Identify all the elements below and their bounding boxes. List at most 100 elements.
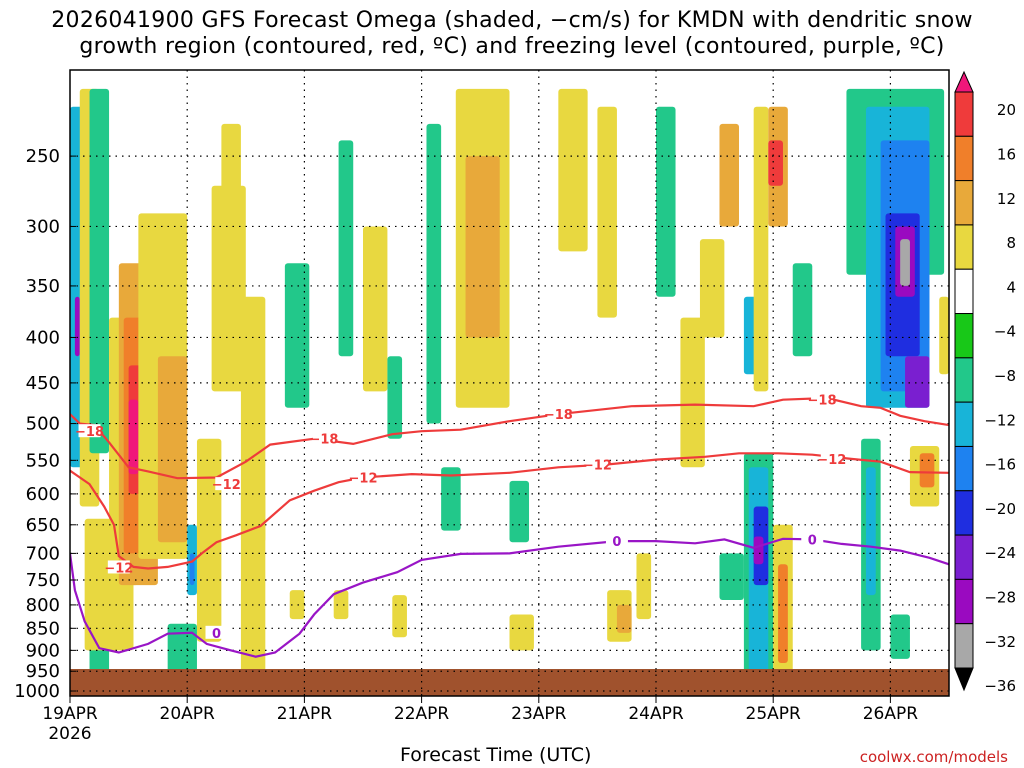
y-axis: 2503003504004505005506006507007508008509… bbox=[14, 146, 76, 702]
y-tick-label: 350 bbox=[26, 276, 60, 297]
colorbar-swatch bbox=[954, 180, 974, 226]
colorbar-label: −32 bbox=[984, 633, 1016, 651]
y-tick-label: 600 bbox=[26, 484, 60, 505]
omega-shade-region bbox=[441, 467, 461, 531]
y-tick-label: 750 bbox=[26, 570, 60, 591]
omega-shade-region bbox=[240, 296, 266, 543]
omega-shade-region bbox=[939, 296, 949, 375]
x-axis: 19APR 20APR 21APR 22APR 23APR 24APR 25APR 26APR… bbox=[42, 696, 918, 744]
colorbar-label: −24 bbox=[984, 544, 1016, 562]
omega-shade-region bbox=[128, 399, 139, 475]
omega-shade-region bbox=[333, 590, 349, 620]
contour-line bbox=[70, 452, 949, 570]
y-tick-label: 450 bbox=[26, 373, 60, 394]
chart-title-line-1: 2026041900 GFS Forecast Omega (shaded, −… bbox=[51, 8, 973, 33]
x-tick-label: 22APR bbox=[394, 704, 450, 724]
y-tick-label: 400 bbox=[26, 327, 60, 348]
contour-label: 0 bbox=[612, 535, 621, 550]
y-tick-label: 900 bbox=[26, 640, 60, 661]
omega-shade-region bbox=[284, 263, 310, 408]
omega-shade-region bbox=[221, 123, 241, 264]
omega-shade-region bbox=[905, 356, 930, 408]
omega-shade-region bbox=[636, 553, 652, 620]
colorbar-label: 20 bbox=[997, 101, 1016, 119]
omega-shade-region bbox=[387, 356, 403, 439]
colorbar-swatch bbox=[954, 534, 974, 580]
omega-shade-region bbox=[680, 317, 705, 468]
omega-shade-region bbox=[240, 493, 266, 676]
contour-label: −18 bbox=[309, 433, 338, 448]
omega-shade-region bbox=[792, 263, 813, 357]
colorbar-label: 16 bbox=[997, 145, 1016, 163]
contour-label-background bbox=[605, 534, 628, 548]
y-tick-label: 1000 bbox=[14, 681, 60, 702]
contour-label-background bbox=[801, 532, 824, 546]
omega-shade-region bbox=[509, 614, 534, 651]
y-tick-label: 850 bbox=[26, 618, 60, 639]
colorbar: 20 16 12 8 4 −4 −8 −12 −16 −20 −24 −28 −32 −36 bbox=[954, 70, 1016, 695]
omega-shade-region bbox=[289, 590, 305, 620]
ground-surface bbox=[70, 669, 949, 696]
colorbar-swatch bbox=[954, 313, 974, 359]
omega-shade-region bbox=[426, 123, 442, 424]
omega-shade-region bbox=[719, 123, 740, 227]
contour-label-background bbox=[352, 470, 374, 484]
chart-title-line-2: growth region (contoured, red, ºC) and f… bbox=[79, 34, 945, 59]
omega-shade-region bbox=[465, 156, 500, 338]
omega-shade-region bbox=[778, 564, 788, 664]
y-tick-label: 500 bbox=[26, 414, 60, 435]
omega-shade-region bbox=[597, 106, 617, 318]
contour-label-background bbox=[205, 625, 228, 639]
y-tick-label: 550 bbox=[26, 450, 60, 471]
omega-shade-region bbox=[167, 623, 197, 676]
colorbar-arrow-top bbox=[954, 70, 974, 93]
colorbar-label: 8 bbox=[1006, 234, 1016, 252]
omega-shade-region bbox=[753, 106, 769, 392]
omega-shade-region bbox=[656, 106, 676, 297]
colorbar-swatch bbox=[954, 91, 974, 137]
colorbar-arrow-bottom bbox=[954, 667, 974, 692]
contour-label: −18 bbox=[544, 408, 573, 423]
contour-label: −12 bbox=[104, 561, 133, 576]
contour-label-background bbox=[107, 560, 130, 574]
y-tick-label: 950 bbox=[26, 661, 60, 682]
contour-label-background bbox=[312, 431, 335, 445]
source-credit[interactable]: coolwx.com/models bbox=[859, 748, 1008, 766]
omega-shade-region bbox=[768, 140, 783, 186]
contour-label: −12 bbox=[349, 471, 378, 486]
omega-shade-region bbox=[558, 88, 588, 252]
colorbar-swatch bbox=[954, 224, 974, 270]
omega-shade-region bbox=[392, 595, 407, 638]
contour-label: 0 bbox=[808, 533, 817, 548]
colorbar-swatch bbox=[954, 490, 974, 536]
contours: −18 −18 −18 −18 −12 −12 −12 −12 −12 0 0 0 bbox=[70, 392, 949, 658]
contour-label-background bbox=[820, 451, 843, 465]
grid-lines bbox=[70, 70, 949, 696]
contour-label: −12 bbox=[817, 453, 846, 468]
colorbar-swatch bbox=[954, 445, 974, 492]
omega-shade-region bbox=[900, 239, 910, 286]
x-tick-label: 26APR bbox=[863, 704, 919, 724]
omega-shade-region bbox=[363, 226, 388, 392]
omega-shade-region bbox=[338, 140, 354, 357]
omega-shade-region bbox=[157, 356, 188, 543]
contour-label: 0 bbox=[212, 627, 221, 642]
colorbar-label: −36 bbox=[984, 677, 1016, 695]
omega-shade-region bbox=[196, 438, 222, 642]
y-tick-label: 800 bbox=[26, 595, 60, 616]
omega-shade-region bbox=[865, 467, 876, 596]
omega-shading bbox=[70, 88, 949, 676]
colorbar-label: −20 bbox=[984, 500, 1016, 518]
contour-label-background bbox=[215, 477, 238, 491]
contour-line bbox=[70, 396, 949, 480]
colorbar-swatch bbox=[954, 135, 974, 182]
x-year-label: 2026 bbox=[48, 724, 91, 744]
colorbar-label: 4 bbox=[1006, 278, 1016, 296]
colorbar-swatch bbox=[954, 401, 974, 447]
contour-label-background bbox=[547, 407, 570, 421]
colorbar-swatch bbox=[954, 578, 974, 625]
x-tick-label: 23APR bbox=[511, 704, 567, 724]
colorbar-label: −4 bbox=[994, 323, 1016, 341]
colorbar-label: −8 bbox=[994, 367, 1016, 385]
